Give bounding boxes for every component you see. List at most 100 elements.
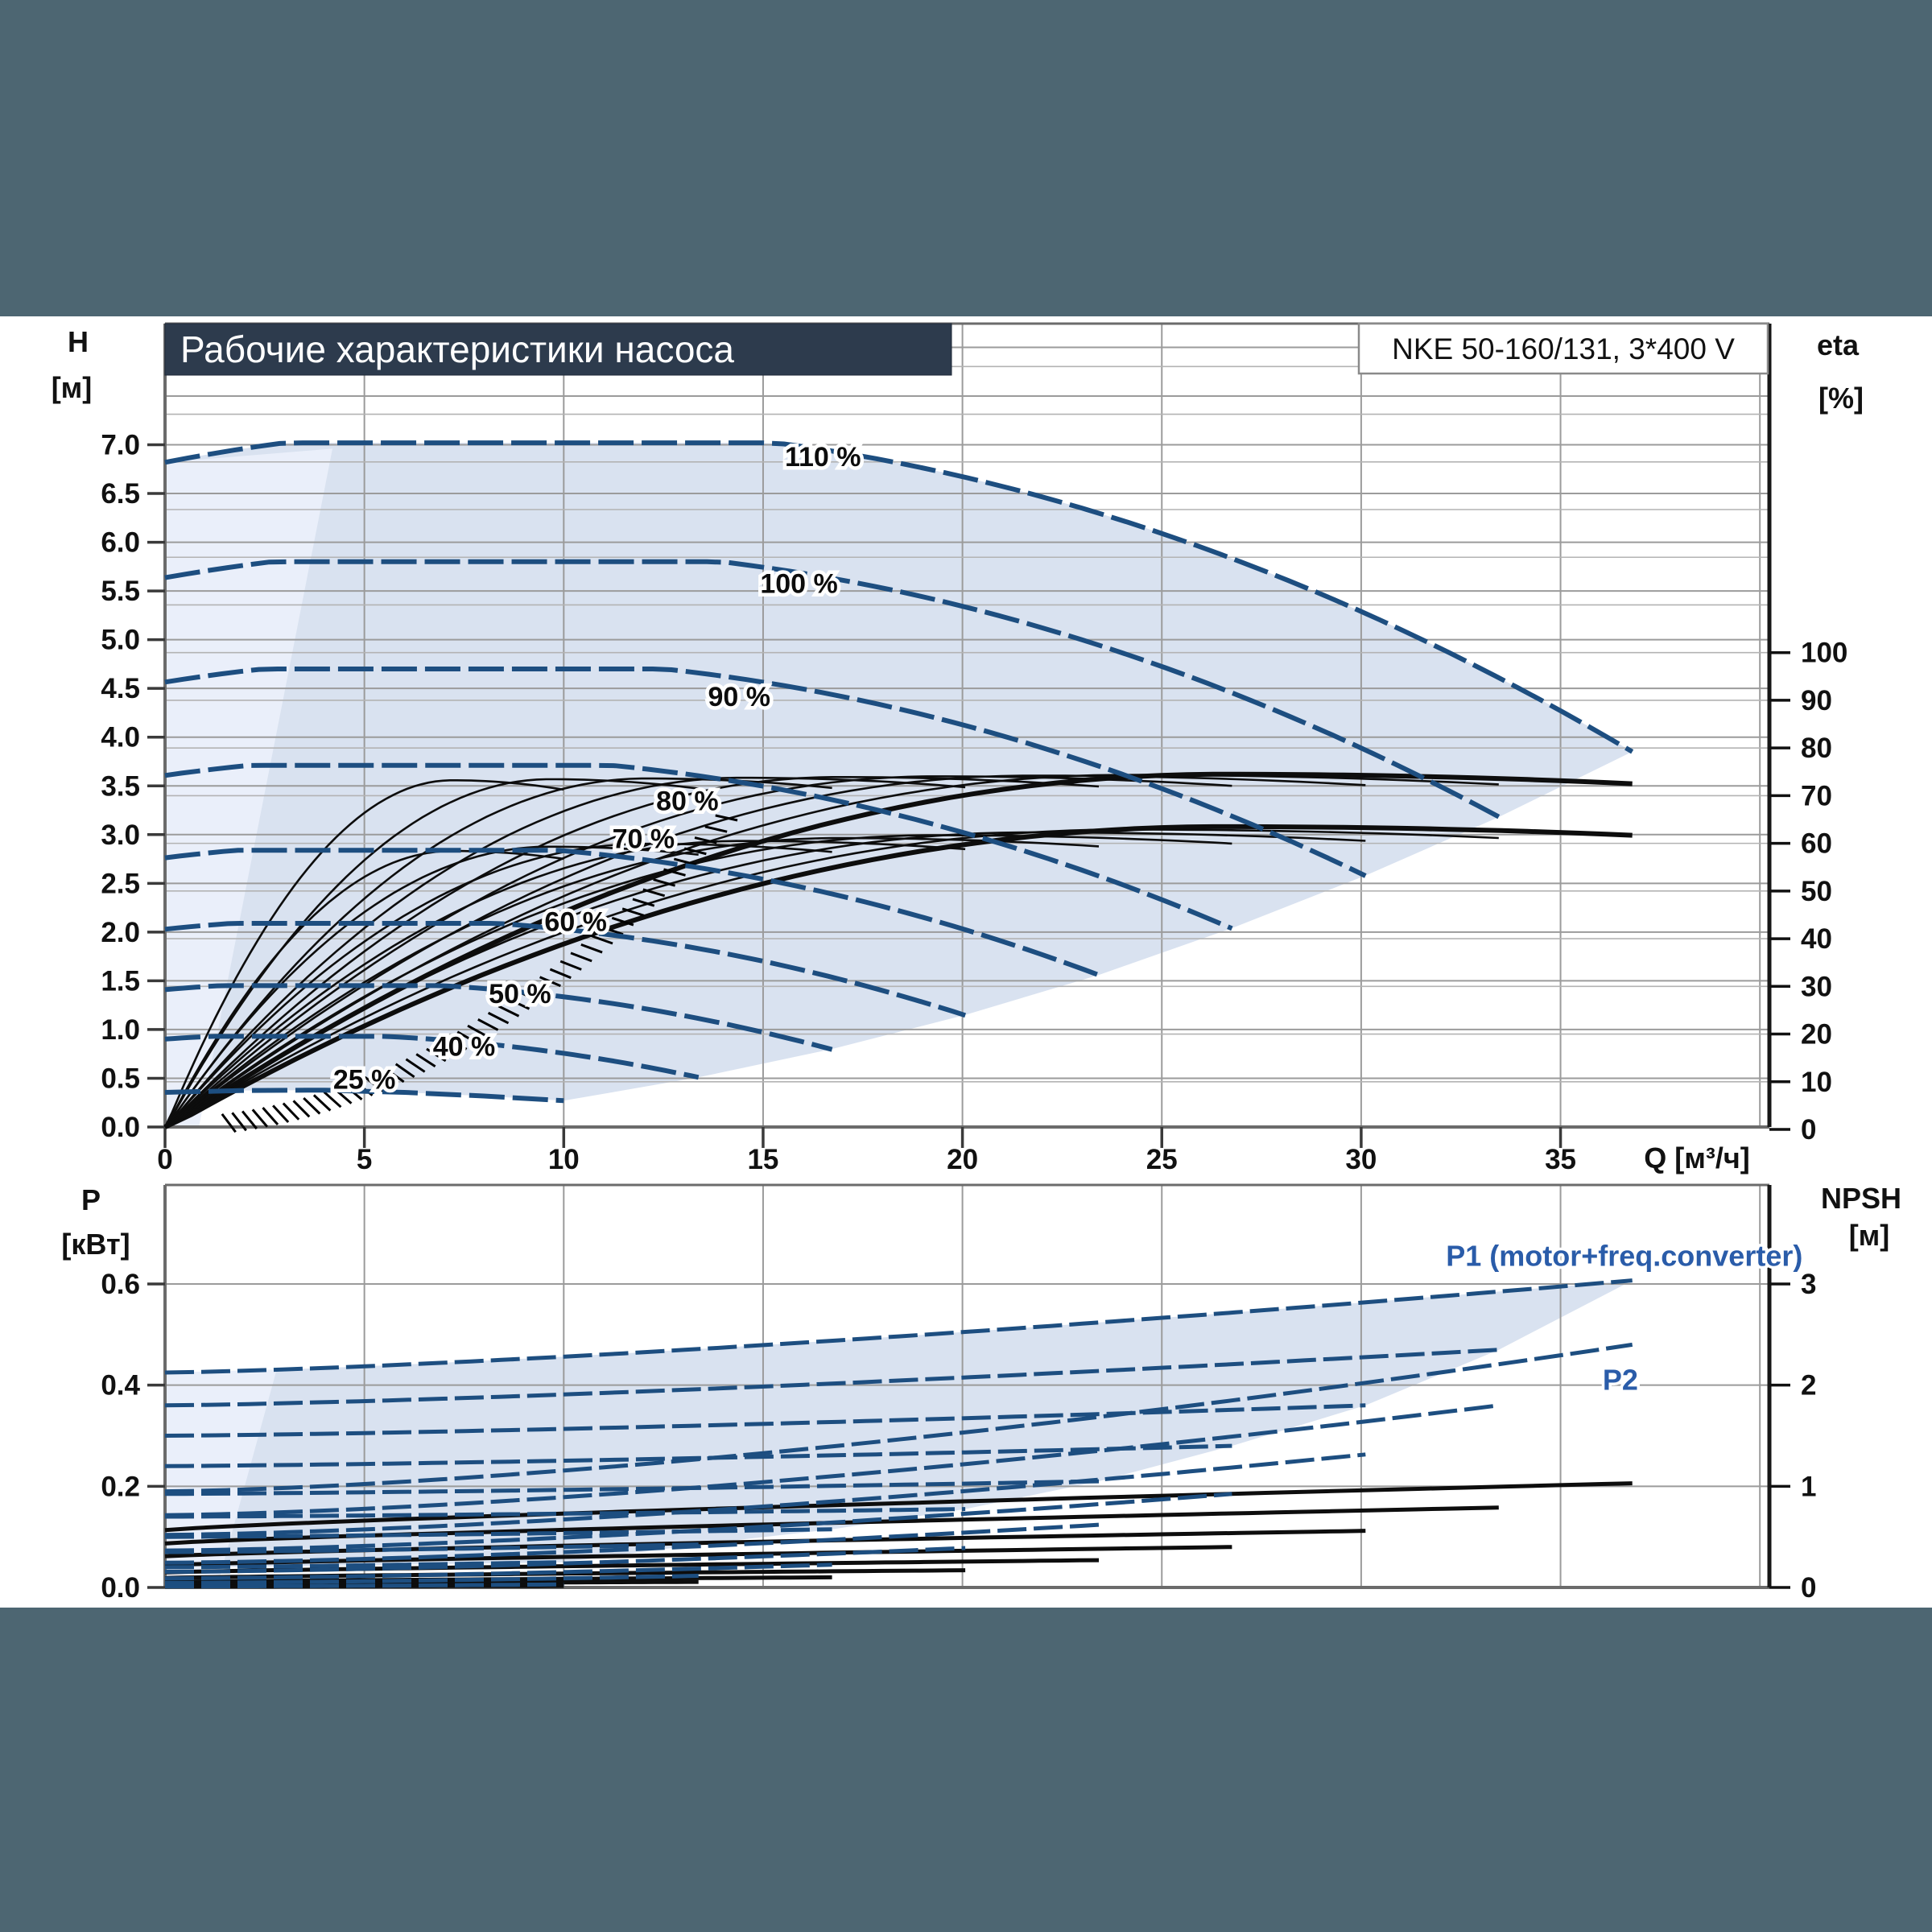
y-left-tick-label: 0.5 xyxy=(101,1063,140,1094)
power-envelope-fill xyxy=(165,1280,1633,1567)
axis-unit-labels: H [м] eta [%] Q [м³/ч] P [кВт] NPSH [м] xyxy=(52,325,1901,1261)
efficiency-curve xyxy=(164,842,832,1128)
x-tick-label: 5 xyxy=(357,1144,372,1175)
y-left-tick-label: 4.0 xyxy=(101,722,140,753)
bep-band-stroke xyxy=(312,1094,332,1112)
bep-band-stroke xyxy=(663,868,686,877)
bep-band-stroke xyxy=(683,847,707,856)
p2-curve xyxy=(164,1563,832,1581)
bep-band-stroke xyxy=(272,1104,290,1124)
p1-curve xyxy=(165,1507,966,1519)
x-tick-label: 30 xyxy=(1345,1144,1377,1175)
x-tick-label: 0 xyxy=(157,1144,172,1175)
bep-band-stroke xyxy=(405,1058,426,1073)
y-left-axis-unit: [м] xyxy=(52,371,93,404)
y-left-tick-label: 5.0 xyxy=(101,625,140,656)
npsh-curve xyxy=(164,1545,1232,1567)
bep-band-stroke xyxy=(497,1005,520,1018)
p-tick-label: 0.2 xyxy=(101,1471,140,1502)
efficiency-curve xyxy=(164,831,1366,1129)
p2-curve xyxy=(165,1582,564,1589)
bep-band-stroke xyxy=(559,960,582,971)
power-npsh-chart: 0.0 0.2 0.4 0.6 0 1 2 3P1 (motor+freq.converter… xyxy=(101,1183,1816,1604)
bep-band-stroke xyxy=(549,968,572,980)
x-axis-title: Q [м³/ч] xyxy=(1644,1141,1750,1174)
p2-curve xyxy=(164,1546,966,1574)
p2-curve xyxy=(164,1522,1100,1565)
title-bar xyxy=(164,323,952,376)
npsh-tick-label: 2 xyxy=(1801,1370,1816,1402)
p2-curve xyxy=(164,1403,1500,1517)
bep-band-stroke xyxy=(715,814,738,822)
bep-band-stroke xyxy=(621,907,645,917)
bep-band-stroke xyxy=(539,976,561,988)
speed-curve-label: 70 % xyxy=(613,824,675,855)
efficiency-curve xyxy=(164,845,699,1128)
y-right-axis-unit: [%] xyxy=(1818,382,1864,415)
bep-band-stroke xyxy=(477,1018,499,1031)
pump-model-label: NKE 50-160/131, 3*400 V xyxy=(1392,332,1735,365)
eta-tick-label: 100 xyxy=(1801,638,1847,669)
efficiency-curve xyxy=(163,824,1633,1129)
bep-band-stroke xyxy=(221,1113,237,1133)
bep-band-stroke xyxy=(570,952,592,963)
y-left-tick-label: 0.0 xyxy=(101,1112,140,1143)
efficiency-curve xyxy=(164,834,1232,1129)
y-left-tick-label: 3.5 xyxy=(101,770,140,802)
x-tick-label: 15 xyxy=(747,1144,778,1175)
npsh-axis-unit: [м] xyxy=(1849,1219,1890,1252)
bep-band-stroke xyxy=(704,825,728,833)
speed-curve-label: 90 % xyxy=(708,682,770,712)
p2-curve xyxy=(164,1342,1633,1494)
p1-curve xyxy=(164,1560,564,1570)
speed-curve xyxy=(164,440,1634,754)
speed-curve-label: 50 % xyxy=(489,979,551,1009)
speed-curve xyxy=(164,667,1367,878)
p1-curve xyxy=(165,1542,699,1554)
y-left-tick-label: 6.5 xyxy=(101,478,140,510)
page-title: Рабочие характеристики насоса xyxy=(180,328,734,370)
eta-tick-label: 90 xyxy=(1801,685,1832,716)
speed-curve xyxy=(164,559,1501,819)
bep-band-stroke xyxy=(241,1110,258,1130)
bep-band-stroke xyxy=(394,1063,415,1079)
p2-curve xyxy=(164,1452,1366,1538)
eta-tick-label: 70 xyxy=(1801,780,1832,811)
y-left-tick-label: 2.0 xyxy=(101,917,140,948)
bep-band-stroke xyxy=(415,1053,436,1068)
x-tick-label: 35 xyxy=(1545,1144,1576,1175)
p-tick-label: 0.0 xyxy=(101,1572,140,1604)
bep-band-stroke xyxy=(467,1024,489,1038)
speed-curve xyxy=(164,1034,700,1080)
p1-curve xyxy=(164,1348,1499,1408)
bep-band-stroke xyxy=(303,1096,321,1115)
efficiency-curve xyxy=(164,840,966,1129)
efficiency-curve xyxy=(164,836,1100,1129)
p-tick-label: 0.6 xyxy=(101,1269,140,1300)
head-capacity-chart: 0.0 0.5 1.0 1.5 2.0 2.5 3.0 3.5 4.0 4.5 5.0 5.5 6.0 6… xyxy=(101,322,1847,1175)
y-left-tick-label: 6.0 xyxy=(101,527,140,559)
x-tick-label: 20 xyxy=(947,1144,978,1175)
eta-tick-label: 60 xyxy=(1801,828,1832,860)
bep-band-stroke xyxy=(653,878,675,887)
x-tick-label: 10 xyxy=(548,1144,580,1175)
bep-band-stroke xyxy=(580,943,603,954)
operating-envelope-fill xyxy=(165,443,1633,1101)
p1-curve xyxy=(164,1479,1100,1496)
y-left-tick-label: 4.5 xyxy=(101,673,140,704)
bep-band-stroke xyxy=(508,997,530,1010)
bep-band-stroke xyxy=(673,857,696,866)
bep-band-stroke xyxy=(591,935,613,945)
p1-curve xyxy=(164,1527,832,1539)
eta-tick-label: 10 xyxy=(1801,1067,1832,1098)
p1-curve xyxy=(164,1443,1232,1468)
npsh-tick-label: 1 xyxy=(1801,1471,1816,1502)
npsh-axis-title: NPSH xyxy=(1821,1182,1901,1215)
bep-band-stroke xyxy=(694,836,717,844)
p-axis-title: P xyxy=(81,1183,101,1216)
bep-band-stroke xyxy=(262,1107,279,1125)
bep-band-stroke xyxy=(374,1071,394,1088)
y-left-tick-label: 1.0 xyxy=(101,1014,140,1046)
